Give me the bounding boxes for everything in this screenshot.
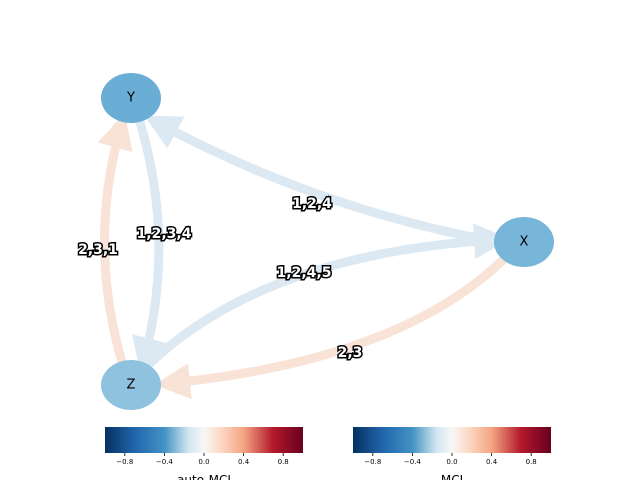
edge — [144, 115, 499, 247]
tick-label: 0.8 — [278, 458, 289, 466]
tick-label: −0.4 — [156, 458, 174, 466]
tick-label: −0.8 — [116, 458, 133, 466]
node — [101, 360, 161, 410]
colorbar-label: MCI — [441, 473, 463, 480]
edge-label: 1,2,3,4 — [137, 226, 192, 242]
edge — [97, 112, 133, 364]
colorbars: −0.8 −0.4 0.0 0.4 0.8 auto-MCI −0.8 −0.4 0.0 0.4 0… — [105, 427, 551, 480]
edge — [141, 223, 510, 372]
node-label: Y — [126, 91, 135, 106]
tick-label: 0.4 — [238, 458, 250, 466]
edge — [132, 120, 167, 374]
colorbar — [105, 427, 303, 453]
edge-label: 2,3,1 — [78, 242, 118, 258]
edge-label: 1,2,4 — [292, 196, 332, 212]
edge-label: 1,2,4,5 — [277, 265, 332, 281]
colorbar-label: auto-MCI — [177, 473, 231, 480]
node — [494, 217, 554, 267]
tick-label: 0.8 — [526, 458, 537, 466]
edge — [154, 254, 509, 400]
tick-label: 0.0 — [198, 458, 209, 466]
node — [101, 73, 161, 123]
tick-label: −0.8 — [364, 458, 381, 466]
colorbar — [353, 427, 551, 453]
tick-label: −0.4 — [404, 458, 422, 466]
tick-label: 0.0 — [446, 458, 457, 466]
edge-label: 2,3 — [338, 345, 363, 361]
node-label: X — [520, 235, 529, 250]
node-label: Z — [127, 378, 136, 393]
tick-label: 0.4 — [486, 458, 498, 466]
